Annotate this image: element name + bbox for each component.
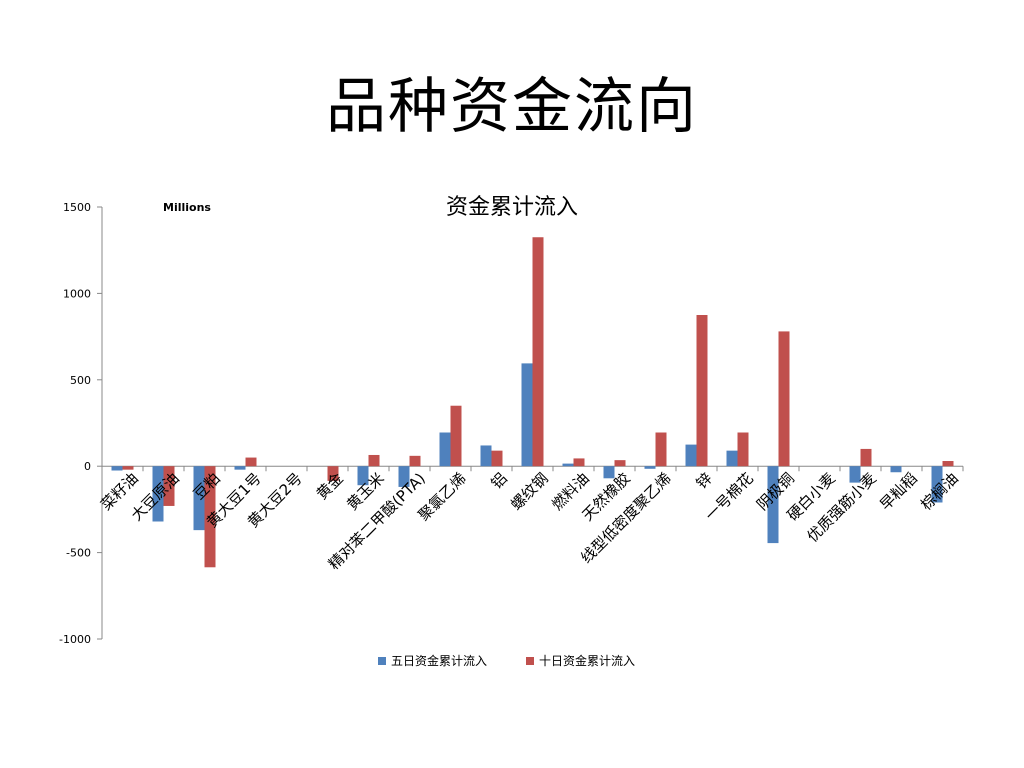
bar-five-day — [357, 466, 369, 486]
bar-ten-day — [122, 466, 134, 470]
chart-title: 资金累计流入 — [446, 195, 578, 220]
bar-five-day — [439, 432, 451, 467]
y-tick-label: -1000 — [59, 633, 91, 646]
y-axis: 1500 1000 500 0 -500 -1000 — [59, 201, 103, 646]
bar-five-day — [890, 466, 902, 473]
bar-ten-day — [491, 450, 503, 467]
bar-five-day — [685, 444, 697, 467]
bar-ten-day — [368, 454, 380, 467]
bar-ten-day — [942, 461, 954, 467]
bar-ten-day — [450, 405, 462, 467]
x-category-label: 锌 — [692, 469, 715, 492]
x-category-label: 铝 — [487, 469, 510, 492]
units-label: Millions — [163, 201, 211, 214]
bar-five-day — [644, 466, 656, 469]
x-category-label: 螺纹钢 — [507, 469, 552, 514]
category-labels: 菜籽油大豆原油 豆粕黄大豆1号黄大豆2号 黄金黄玉米精对苯二甲酸(PTA)聚氯乙烯铝… — [97, 469, 962, 573]
bar-five-day — [562, 463, 574, 467]
bar-five-day — [193, 466, 205, 531]
y-tick-label: 0 — [84, 460, 91, 473]
bar-five-day — [111, 466, 123, 471]
bar-ten-day — [860, 448, 872, 467]
y-tick-label: 500 — [70, 374, 91, 387]
bar-ten-day — [327, 466, 339, 481]
bar-ten-day — [696, 315, 708, 467]
bar-five-day — [726, 450, 738, 467]
legend-label: 五日资金累计流入 — [391, 653, 487, 668]
bar-ten-day — [532, 237, 544, 467]
y-tick-label: 1500 — [63, 201, 91, 214]
bar-five-day — [398, 466, 410, 487]
bar-five-day — [152, 466, 164, 522]
legend-label: 十日资金累计流入 — [539, 653, 635, 668]
bar-five-day — [767, 466, 779, 544]
bar-ten-day — [245, 457, 257, 467]
bar-five-day — [931, 466, 943, 503]
bar-five-day — [849, 466, 861, 483]
bar-ten-day — [737, 432, 749, 467]
bar-ten-day — [655, 432, 667, 467]
bar-five-day — [521, 363, 533, 467]
y-tick-label: -500 — [66, 547, 91, 560]
x-category-label: 黄金 — [313, 469, 347, 503]
slide-title: 品种资金流向 — [326, 72, 698, 142]
bar-ten-day — [409, 455, 421, 467]
x-axis — [101, 465, 964, 472]
legend-swatch — [526, 657, 534, 665]
bar-ten-day — [573, 458, 585, 467]
bar-five-day — [603, 466, 615, 479]
legend-swatch — [378, 657, 386, 665]
bar-ten-day — [778, 331, 790, 467]
legend: 五日资金累计流入 十日资金累计流入 — [378, 653, 635, 668]
bar-five-day — [234, 466, 246, 470]
bar-ten-day — [204, 466, 216, 568]
bars — [111, 237, 954, 568]
x-category-label: 早籼稻 — [876, 469, 921, 514]
bar-ten-day — [163, 466, 175, 506]
bar-ten-day — [614, 460, 626, 467]
bar-five-day — [480, 445, 492, 467]
y-tick-label: 1000 — [63, 287, 91, 300]
